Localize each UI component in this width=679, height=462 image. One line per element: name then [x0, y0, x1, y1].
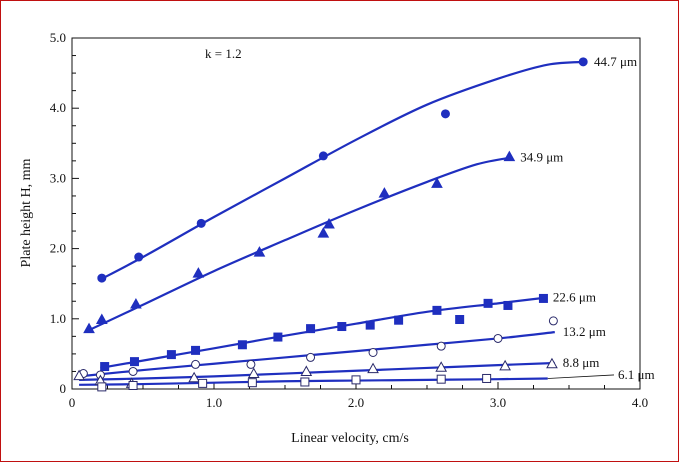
series-labels: 44.7 μm 34.9 μm 22.6 μm 13.2 μm 8.8 μm 6.1 μm [520, 54, 654, 382]
data-point-triangle [83, 322, 95, 334]
x-axis-label: Linear velocity, cm/s [291, 431, 409, 446]
series-label: 44.7 μm [594, 54, 637, 69]
data-point-square [482, 373, 492, 383]
data-point-circle [306, 352, 316, 362]
data-point-circle [493, 333, 503, 343]
data-point-circle [368, 347, 378, 357]
data-point-square [538, 293, 548, 303]
k-annotation: k = 1.2 [205, 46, 242, 61]
data-point-square [351, 375, 361, 385]
x-tick-label: 0 [69, 395, 76, 410]
y-tick-label: 1.0 [50, 311, 66, 326]
series-label: 22.6 μm [553, 290, 596, 305]
data-point-square [503, 300, 513, 310]
x-tick-label: 4.0 [632, 395, 648, 410]
data-point-triangle [300, 365, 313, 376]
data-point-square [100, 362, 110, 372]
data-point-triangle [253, 246, 266, 257]
data-point-square [247, 378, 257, 388]
data-point-circle [97, 273, 107, 283]
y-tick-label: 4.0 [50, 100, 66, 115]
x-tick-label: 3.0 [490, 395, 506, 410]
data-point-square [191, 345, 201, 355]
data-point-circle [440, 109, 450, 119]
data-point-circle [318, 151, 328, 161]
data-point-square [306, 324, 316, 334]
data-point-triangle [431, 177, 443, 188]
data-point-square [273, 332, 283, 342]
series-label-leader [547, 374, 615, 379]
data-markers [73, 57, 588, 392]
data-point-circle [128, 366, 138, 376]
data-point-triangle [188, 371, 200, 383]
fit-curve-0 [98, 60, 587, 282]
data-point-square [432, 305, 442, 315]
data-point-triangle [546, 357, 558, 369]
data-point-triangle [435, 361, 448, 372]
data-point-square [129, 357, 139, 367]
data-point-triangle [130, 298, 142, 309]
data-point-circle [578, 57, 588, 67]
fit-curve-1 [85, 156, 513, 333]
data-point-square [198, 378, 208, 388]
data-point-square [365, 320, 375, 330]
data-point-circle [134, 252, 144, 262]
data-point-square [166, 350, 176, 360]
series-label: 34.9 μm [520, 149, 563, 164]
data-point-square [128, 380, 138, 390]
x-tick-label: 1.0 [206, 395, 222, 410]
data-point-triangle [503, 150, 516, 162]
data-point-triangle [499, 359, 511, 371]
fit-curves [78, 60, 587, 386]
y-tick-label: 3.0 [50, 170, 66, 185]
plot-area-frame [71, 37, 641, 390]
data-point-square [300, 377, 310, 387]
data-point-triangle [323, 218, 335, 229]
data-point-square [394, 315, 404, 325]
y-tick-label: 5.0 [50, 30, 66, 45]
fit-curve-5 [79, 377, 548, 386]
data-point-circle [436, 341, 446, 351]
data-point-circle [191, 359, 201, 369]
data-point-circle [548, 316, 558, 326]
data-point-triangle [317, 227, 330, 238]
data-point-square [436, 374, 446, 384]
data-point-triangle [367, 362, 379, 374]
series-label: 6.1 μm [618, 367, 655, 382]
x-tick-label: 2.0 [348, 395, 364, 410]
axes: 0 1.0 2.0 3.0 4.0 0 1.0 2.0 3.0 4.0 5.0 [50, 30, 648, 410]
data-point-circle [196, 218, 206, 228]
series-label: 8.8 μm [563, 355, 600, 370]
data-point-circle [246, 359, 256, 369]
data-point-square [337, 322, 347, 332]
data-point-square [97, 382, 107, 392]
data-point-triangle [192, 267, 205, 278]
y-tick-label: 0 [60, 381, 67, 396]
fit-curve-4 [79, 361, 555, 381]
series-label: 13.2 μm [563, 324, 606, 339]
data-point-triangle [378, 187, 391, 198]
data-point-triangle [247, 367, 260, 379]
data-point-square [237, 340, 247, 350]
data-point-square [455, 315, 465, 325]
data-point-triangle [95, 313, 108, 325]
data-point-triangle [73, 369, 85, 381]
fit-curve-3 [78, 331, 555, 378]
data-point-square [483, 298, 493, 308]
y-tick-label: 2.0 [50, 241, 66, 256]
y-axis-label: Plate height H, mm [19, 158, 34, 267]
